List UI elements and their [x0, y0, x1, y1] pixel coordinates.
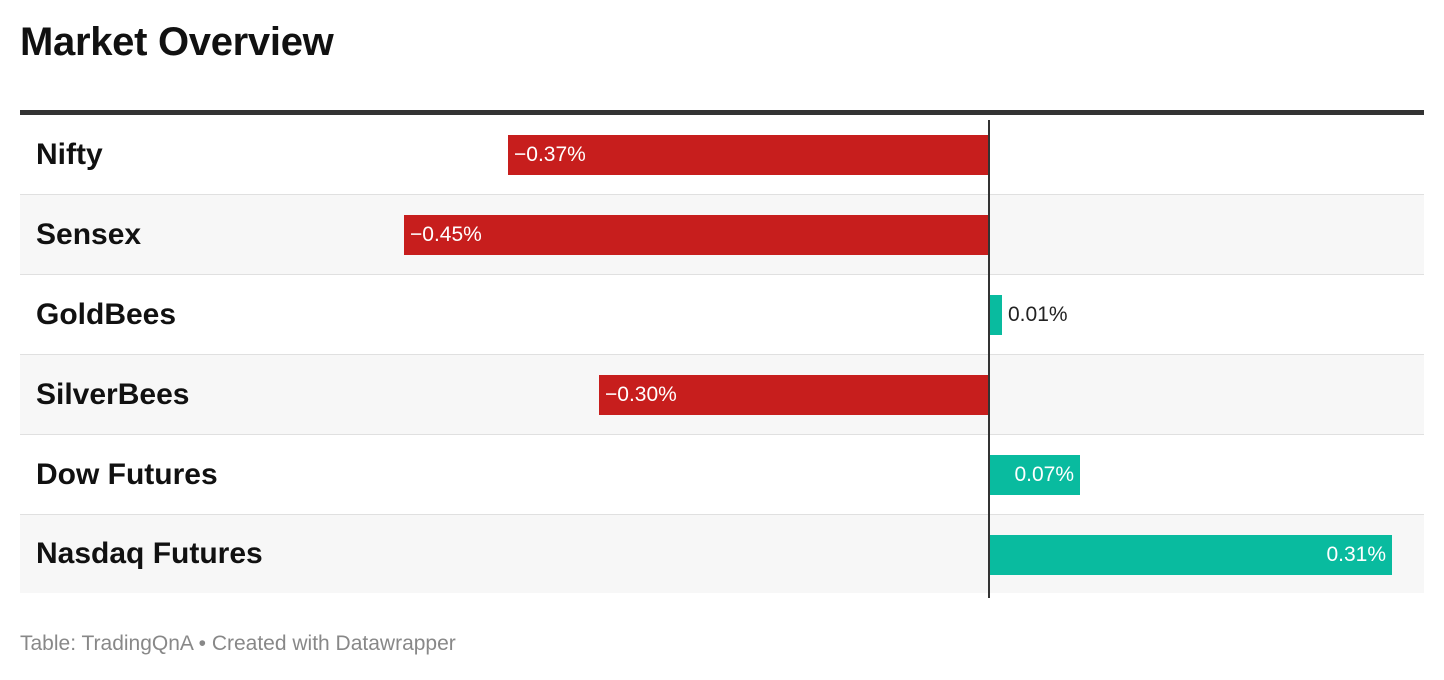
- bar-value-label: 0.31%: [1326, 543, 1386, 566]
- row-label: GoldBees: [36, 298, 177, 331]
- bar-value-label: −0.30%: [605, 383, 677, 406]
- bar: [508, 135, 989, 175]
- table-row: Sensex −0.45%: [20, 195, 1424, 275]
- row-label: Sensex: [36, 218, 142, 251]
- bar: [599, 375, 989, 415]
- bar-value-label: −0.45%: [410, 223, 482, 246]
- footer-source: Table: TradingQnA: [20, 632, 193, 655]
- bar-value-label: −0.37%: [514, 143, 586, 166]
- bar-value-label: 0.07%: [1014, 463, 1074, 486]
- table-row: GoldBees 0.01%: [20, 275, 1424, 355]
- bar: [989, 295, 1002, 335]
- footer-credit: Created with Datawrapper: [211, 632, 456, 655]
- footer-separator: •: [198, 632, 206, 655]
- row-label: SilverBees: [36, 378, 190, 411]
- row-label: Nasdaq Futures: [36, 537, 263, 570]
- row-label: Nifty: [36, 138, 103, 171]
- bar-value-label: 0.01%: [1008, 303, 1068, 326]
- table-row: Nasdaq Futures 0.31%: [20, 515, 1424, 593]
- row-label: Dow Futures: [36, 458, 218, 491]
- bar: [989, 535, 1392, 575]
- table-row: SilverBees −0.30%: [20, 355, 1424, 435]
- page-title: Market Overview: [20, 20, 334, 64]
- bar: [404, 215, 989, 255]
- table-row: Nifty −0.37%: [20, 115, 1424, 195]
- bar: [989, 455, 1080, 495]
- table-row: Dow Futures 0.07%: [20, 435, 1424, 515]
- bar-table: Nifty −0.37% Sensex −0.45% GoldBees 0.01% Silv…: [20, 110, 1424, 598]
- zero-axis-line: [988, 120, 990, 598]
- footer: Table: TradingQnA • Created with Datawra…: [20, 632, 456, 656]
